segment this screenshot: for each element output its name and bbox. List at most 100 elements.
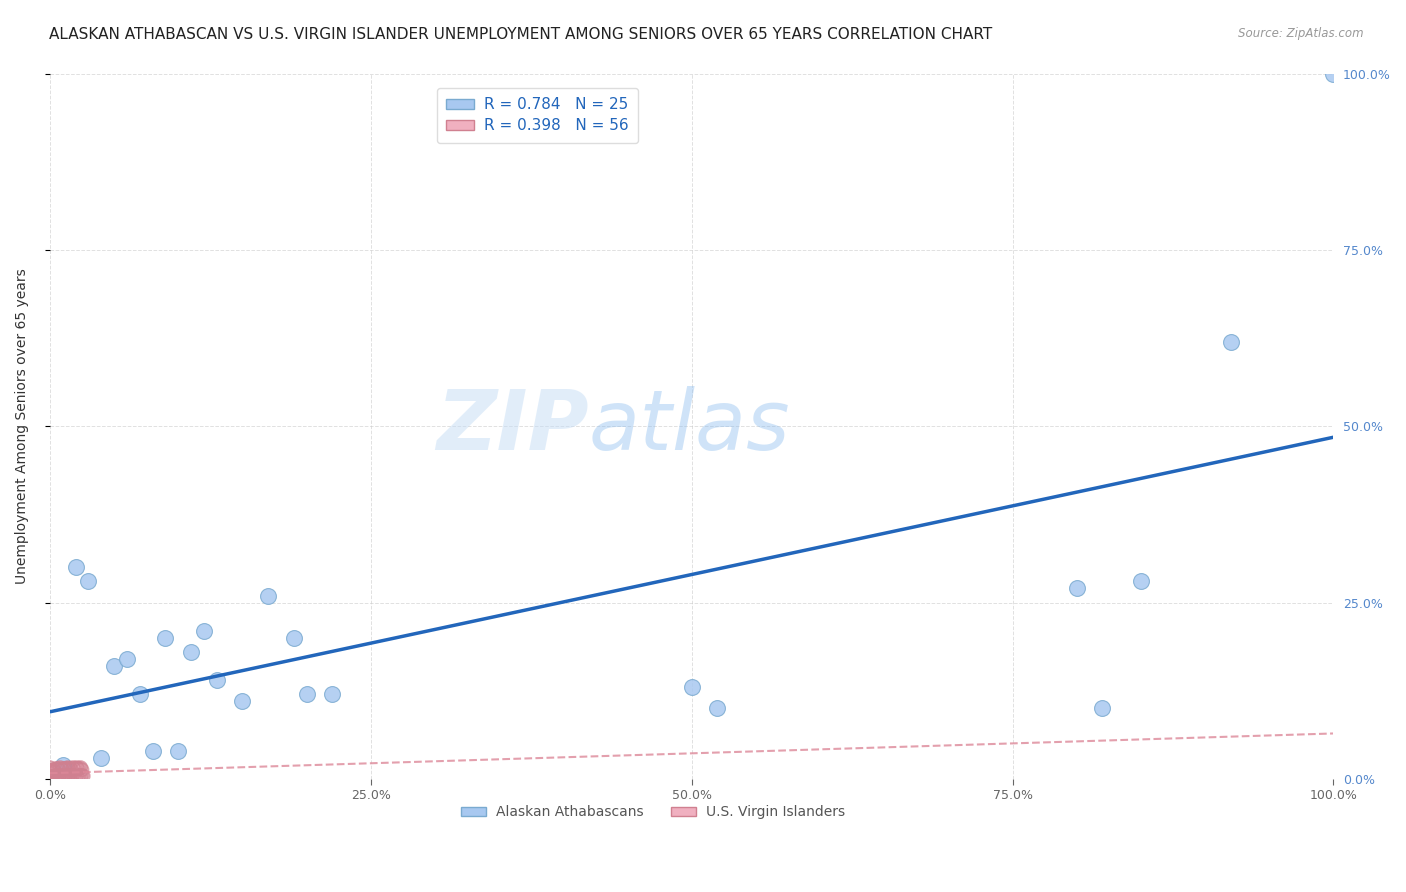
Point xyxy=(53,762,76,776)
Point xyxy=(53,770,76,784)
Point xyxy=(69,761,91,775)
Point xyxy=(706,701,728,715)
Point xyxy=(48,769,70,783)
Point xyxy=(49,761,72,775)
Point xyxy=(55,761,77,775)
Point xyxy=(41,764,63,778)
Point xyxy=(51,769,73,783)
Point xyxy=(44,764,66,779)
Point xyxy=(48,763,70,777)
Point xyxy=(56,769,79,783)
Point xyxy=(39,771,62,785)
Point xyxy=(51,762,73,776)
Point xyxy=(231,694,253,708)
Point xyxy=(66,769,89,783)
Point xyxy=(90,750,112,764)
Point xyxy=(45,762,67,776)
Point xyxy=(257,589,280,603)
Point xyxy=(67,762,90,776)
Point xyxy=(66,761,89,775)
Point xyxy=(46,768,69,782)
Point xyxy=(55,761,77,775)
Point xyxy=(63,769,86,783)
Point xyxy=(72,769,94,783)
Point xyxy=(44,771,66,785)
Point xyxy=(44,771,66,785)
Point xyxy=(49,761,72,775)
Point xyxy=(60,770,83,784)
Point xyxy=(60,770,83,784)
Point xyxy=(60,763,83,777)
Point xyxy=(52,761,75,775)
Point xyxy=(51,762,73,776)
Point xyxy=(38,772,60,786)
Point xyxy=(44,764,66,779)
Point xyxy=(67,770,90,784)
Point xyxy=(63,769,86,783)
Point xyxy=(52,770,75,784)
Point xyxy=(59,769,82,783)
Point xyxy=(128,687,150,701)
Point xyxy=(41,770,63,784)
Point xyxy=(38,766,60,780)
Point xyxy=(42,769,65,783)
Point xyxy=(103,659,125,673)
Point xyxy=(205,673,228,688)
Point xyxy=(55,768,77,782)
Point xyxy=(62,761,84,775)
Point xyxy=(141,744,163,758)
Point xyxy=(53,770,76,784)
Point xyxy=(67,761,90,775)
Point xyxy=(58,768,80,782)
Point xyxy=(193,624,215,638)
Point xyxy=(65,560,87,574)
Point xyxy=(63,762,86,776)
Point xyxy=(69,769,91,783)
Point xyxy=(38,769,60,783)
Point xyxy=(42,769,65,783)
Point xyxy=(52,770,75,784)
Point xyxy=(38,761,60,775)
Point xyxy=(1219,334,1241,349)
Point xyxy=(46,761,69,775)
Point xyxy=(321,687,343,701)
Point xyxy=(48,769,70,783)
Point xyxy=(58,762,80,776)
Text: atlas: atlas xyxy=(589,385,790,467)
Point xyxy=(59,761,82,775)
Point xyxy=(55,768,77,782)
Point xyxy=(1129,574,1152,589)
Point xyxy=(56,769,79,783)
Point xyxy=(56,761,79,775)
Point xyxy=(49,768,72,782)
Point xyxy=(65,761,87,775)
Point xyxy=(38,761,60,775)
Point xyxy=(283,631,305,645)
Point xyxy=(70,768,93,782)
Point xyxy=(46,768,69,782)
Point xyxy=(1066,582,1088,596)
Point xyxy=(41,764,63,778)
Point xyxy=(67,770,90,784)
Point xyxy=(67,768,90,782)
Point xyxy=(70,763,93,777)
Point xyxy=(681,680,703,694)
Point xyxy=(69,761,91,775)
Point xyxy=(66,761,89,775)
Point xyxy=(62,768,84,782)
Text: ZIP: ZIP xyxy=(436,385,589,467)
Point xyxy=(51,769,73,783)
Point xyxy=(67,762,90,776)
Point xyxy=(63,762,86,776)
Point xyxy=(167,744,190,758)
Point xyxy=(38,764,60,778)
Point xyxy=(38,764,60,778)
Point xyxy=(70,763,93,777)
Point xyxy=(48,763,70,777)
Point xyxy=(1322,66,1344,80)
Point xyxy=(295,687,318,701)
Point xyxy=(56,761,79,775)
Point xyxy=(72,769,94,783)
Point xyxy=(115,652,138,666)
Point xyxy=(38,769,60,783)
